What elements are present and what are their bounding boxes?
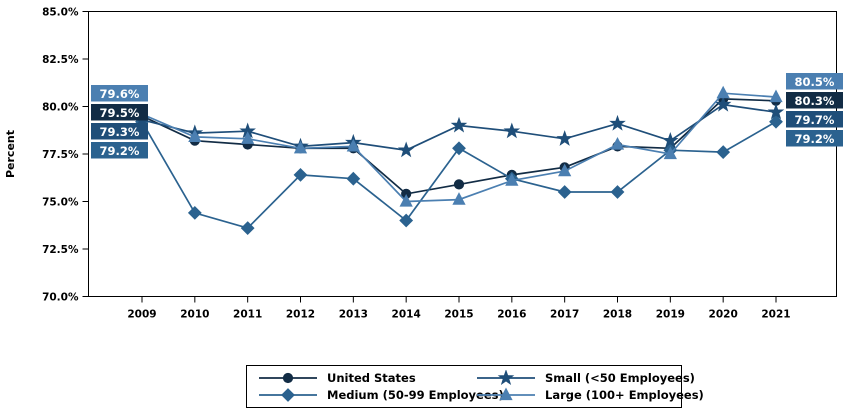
chart-plot-area: 85.0% 82.5% 80.0% 77.5% 75.0% 72.5% 70.0% 2009 2… — [4, 7, 843, 321]
data-point-medium-50-99-employees-2015 — [452, 141, 466, 156]
data-point-small-lt50-employees-2019 — [662, 131, 679, 148]
x-tick-label: 2011 — [233, 309, 262, 321]
start-value-label-text: 79.3% — [100, 125, 140, 139]
data-point-large-100plus-employees-2020 — [716, 85, 730, 99]
end-value-label: 80.5% — [786, 73, 843, 90]
start-value-label-box — [91, 104, 148, 121]
x-tick-label: 2009 — [127, 309, 156, 321]
data-point-small-lt50-employees-2017 — [556, 130, 573, 146]
end-value-label: 79.7% — [786, 111, 843, 128]
x-tick-label: 2019 — [656, 309, 685, 321]
y-tick-label: 72.5% — [42, 244, 79, 256]
legend-label: Small (<50 Employees) — [545, 371, 695, 385]
data-point-united-states-2015 — [453, 179, 465, 190]
data-point-large-100plus-employees-2016 — [505, 173, 519, 186]
data-point-large-100plus-employees-2019 — [663, 146, 677, 160]
data-point-medium-50-99-employees-2021 — [769, 114, 783, 129]
x-tick-label: 2014 — [392, 309, 421, 321]
legend-label: Medium (50-99 Employees) — [327, 388, 504, 402]
legend-item-large-100-employees: Large (100+ Employees) — [475, 387, 704, 403]
data-point-large-100plus-employees-2014 — [399, 194, 413, 207]
legend-label: United States — [327, 371, 416, 385]
diamond-legend-marker-icon — [259, 388, 317, 402]
y-tick-label: 80.0% — [42, 102, 79, 114]
y-tick-label: 70.0% — [42, 292, 79, 304]
start-value-label: 79.6% — [91, 85, 148, 102]
end-value-label-box — [786, 92, 843, 109]
x-tick-label: 2013 — [339, 309, 368, 321]
end-value-label: 80.3% — [786, 92, 843, 109]
x-tick-label: 2016 — [497, 309, 526, 321]
end-value-label-text: 80.5% — [795, 75, 835, 89]
end-value-label-box — [786, 130, 843, 147]
series-large-100plus-employees — [135, 85, 783, 207]
data-point-large-100plus-employees-2015 — [452, 192, 466, 205]
data-point-small-lt50-employees-2016 — [503, 122, 521, 139]
star-legend-marker-icon — [477, 370, 535, 386]
y-tick-label: 82.5% — [42, 54, 79, 66]
series-medium-50-99-employees — [135, 114, 783, 236]
y-tick-label: 77.5% — [42, 149, 79, 161]
y-tick-label: 85.0% — [42, 7, 79, 19]
data-point-large-100plus-employees-2021 — [769, 89, 783, 103]
legend-item-united-states: United States — [257, 370, 475, 386]
data-point-medium-50-99-employees-2017 — [557, 185, 572, 199]
y-axis-title: Percent — [4, 130, 17, 178]
start-value-label: 79.3% — [91, 123, 148, 140]
star-icon — [497, 370, 515, 386]
x-tick-label: 2018 — [603, 309, 632, 321]
data-point-medium-50-99-employees-2014 — [399, 213, 414, 228]
x-tick-label: 2020 — [709, 309, 738, 321]
start-value-label-box — [91, 123, 148, 140]
data-point-large-100plus-employees-2017 — [558, 163, 572, 177]
x-tick-label: 2012 — [286, 309, 315, 321]
end-value-label-box — [786, 73, 843, 90]
data-point-small-lt50-employees-2021 — [767, 103, 785, 120]
data-point-small-lt50-employees-2015 — [450, 116, 468, 133]
triangle-icon — [499, 387, 513, 401]
x-tick-label: 2010 — [180, 309, 209, 321]
data-point-small-lt50-employees-2018 — [609, 114, 626, 131]
start-value-label-box — [91, 85, 148, 102]
end-value-label-box — [786, 111, 843, 128]
start-value-label: 79.5% — [91, 104, 148, 121]
data-point-medium-50-99-employees-2020 — [716, 145, 731, 160]
data-point-large-100plus-employees-2012 — [293, 140, 308, 154]
triangle-legend-marker-icon — [477, 387, 535, 401]
data-point-medium-50-99-employees-2010 — [187, 205, 202, 220]
legend-item-small-50-employees: Small (<50 Employees) — [475, 370, 704, 386]
y-tick-label: 75.0% — [42, 197, 79, 209]
chart-legend: United States Small (<50 Employees) Medium… — [246, 365, 704, 408]
data-point-medium-50-99-employees-2018 — [610, 185, 625, 199]
end-value-label-text: 79.2% — [795, 132, 835, 146]
data-point-medium-50-99-employees-2011 — [240, 221, 255, 236]
end-value-label-text: 79.7% — [795, 113, 835, 127]
circle-icon — [282, 372, 294, 384]
data-point-medium-50-99-employees-2013 — [346, 171, 361, 186]
data-point-small-lt50-employees-2014 — [397, 141, 415, 158]
start-value-label-text: 79.6% — [100, 87, 140, 101]
data-point-large-100plus-employees-2011 — [241, 131, 255, 144]
data-point-large-100plus-employees-2013 — [346, 138, 360, 152]
data-point-large-100plus-employees-2018 — [610, 137, 625, 150]
end-value-label-text: 80.3% — [795, 94, 835, 108]
x-tick-label: 2015 — [444, 309, 473, 321]
data-point-medium-50-99-employees-2012 — [293, 167, 308, 182]
start-value-label: 79.2% — [91, 142, 148, 159]
x-tick-label: 2021 — [761, 309, 790, 321]
data-point-small-lt50-employees-2020 — [714, 95, 732, 112]
legend-label: Large (100+ Employees) — [545, 388, 704, 402]
start-value-label-text: 79.2% — [100, 144, 140, 158]
start-value-label-text: 79.5% — [100, 106, 140, 120]
circle-legend-marker-icon — [259, 372, 317, 384]
data-point-large-100plus-employees-2010 — [188, 129, 202, 142]
end-value-label: 79.2% — [786, 130, 843, 147]
x-tick-label: 2017 — [550, 309, 579, 321]
legend-item-medium-50-99-employees: Medium (50-99 Employees) — [257, 387, 504, 403]
start-value-label-box — [91, 142, 148, 159]
diamond-icon — [281, 388, 295, 402]
